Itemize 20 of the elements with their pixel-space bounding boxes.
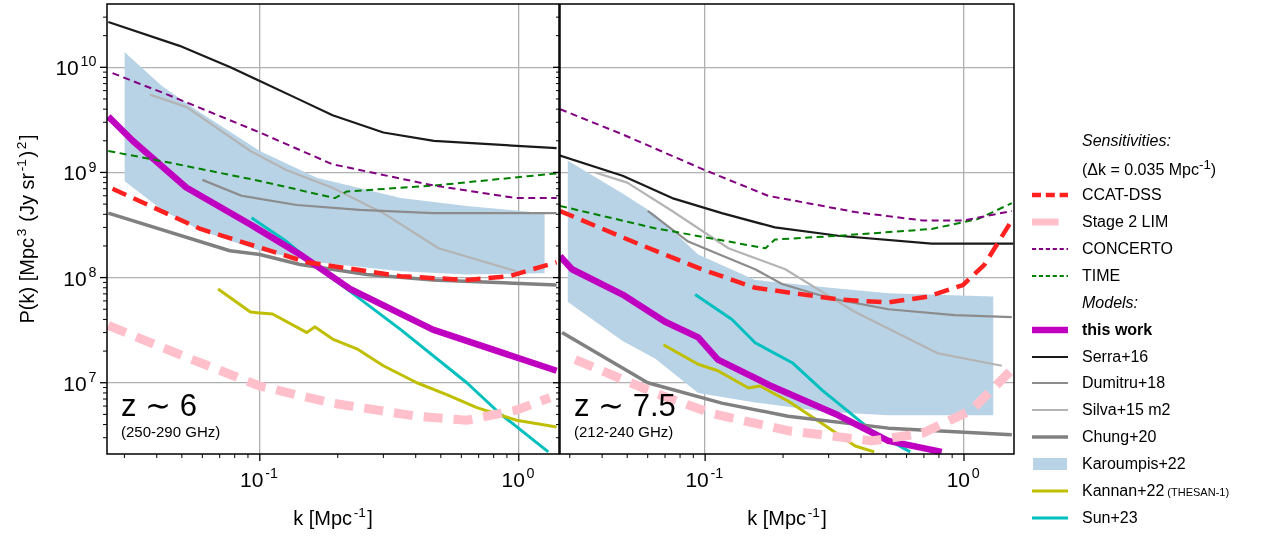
legend-label: Serra+16 — [1082, 347, 1149, 365]
legend-label: Sun+23 — [1082, 508, 1138, 526]
legend-label: Chung+20 — [1082, 428, 1157, 446]
legend-label: Dumitru+18 — [1082, 374, 1166, 392]
legend-label: TIME — [1082, 266, 1121, 284]
legend-label: Kannan+22 (THESAN-1) — [1082, 482, 1230, 500]
annotation: z ∼ 7.5 — [574, 388, 676, 423]
legend-label: Silva+15 m2 — [1082, 401, 1171, 419]
legend-label: Karoumpis+22 — [1082, 455, 1186, 473]
legend-label: CONCERTO — [1082, 240, 1173, 257]
text: Models: — [1082, 293, 1139, 312]
legend-label: Stage 2 LIM — [1082, 213, 1169, 231]
y-axis-title: P(k) [Mpc3 (Jy sr-1)2] — [13, 134, 38, 324]
legend-title: Sensitivities: — [1082, 132, 1171, 151]
legend-label: CCAT-DSS — [1082, 186, 1162, 204]
text: (Δk = 0.035 Mpc$^{-1}$) — [1082, 157, 1217, 180]
annotation: (212-240 GHz) — [574, 423, 674, 440]
legend-label: this work — [1082, 320, 1153, 338]
annotation: (250-290 GHz) — [121, 423, 221, 440]
annotation: z ∼ 6 — [121, 388, 197, 423]
